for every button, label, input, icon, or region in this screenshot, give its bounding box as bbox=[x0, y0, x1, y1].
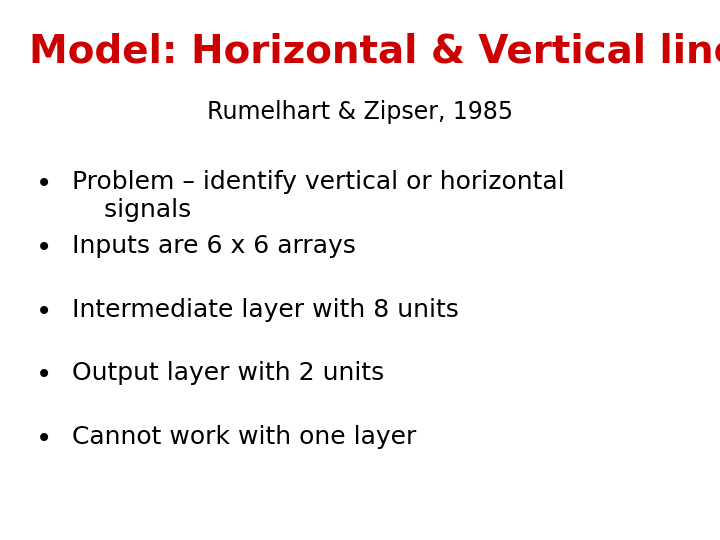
Text: •: • bbox=[36, 234, 53, 262]
Text: Rumelhart & Zipser, 1985: Rumelhart & Zipser, 1985 bbox=[207, 100, 513, 124]
Text: •: • bbox=[36, 425, 53, 453]
Text: Intermediate layer with 8 units: Intermediate layer with 8 units bbox=[72, 298, 459, 321]
Text: Model: Horizontal & Vertical lines: Model: Horizontal & Vertical lines bbox=[29, 32, 720, 70]
Text: Inputs are 6 x 6 arrays: Inputs are 6 x 6 arrays bbox=[72, 234, 356, 258]
Text: •: • bbox=[36, 361, 53, 389]
Text: •: • bbox=[36, 298, 53, 326]
Text: Output layer with 2 units: Output layer with 2 units bbox=[72, 361, 384, 385]
Text: •: • bbox=[36, 170, 53, 198]
Text: Problem – identify vertical or horizontal
    signals: Problem – identify vertical or horizonta… bbox=[72, 170, 564, 222]
Text: Cannot work with one layer: Cannot work with one layer bbox=[72, 425, 416, 449]
